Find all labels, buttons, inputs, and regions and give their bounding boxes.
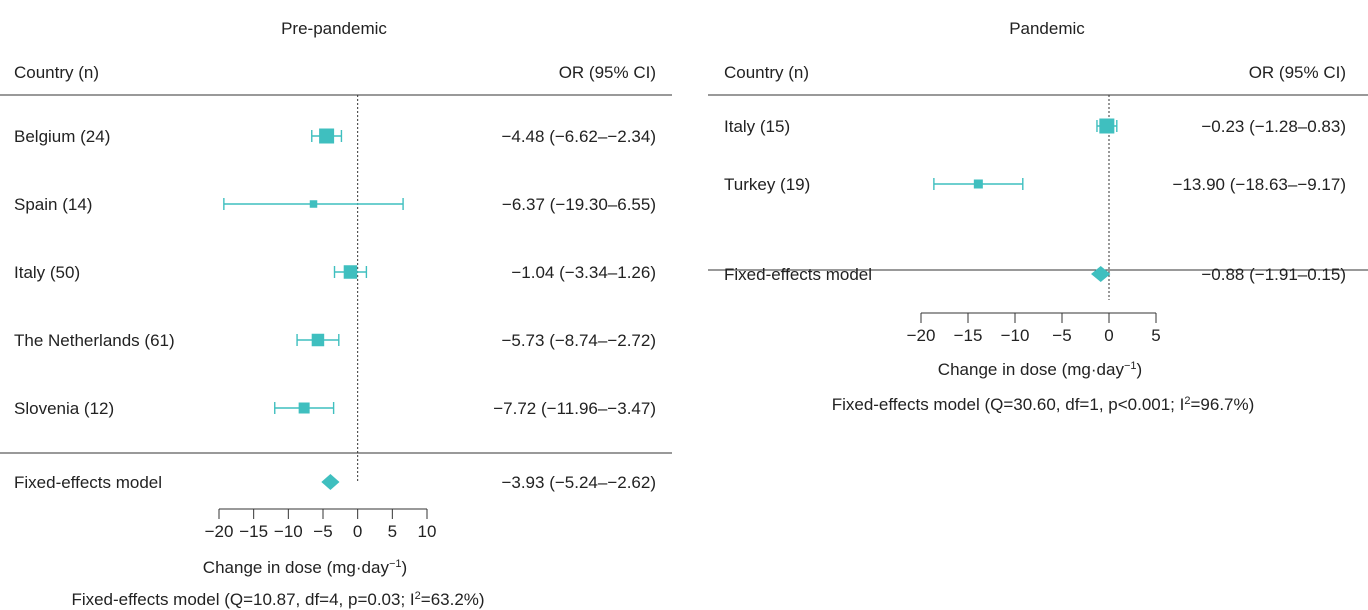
study-label: Italy (50) — [14, 263, 80, 282]
country-column-header: Country (n) — [724, 63, 809, 82]
x-axis: −20 −15 −10 −5 0 5 10 — [205, 508, 437, 541]
or-value: −1.04 (−3.34–1.26) — [511, 263, 656, 282]
x-tick-label: −15 — [239, 522, 268, 541]
x-tick-label: −15 — [954, 326, 983, 345]
heterogeneity-stats: Fixed-effects model (Q=30.60, df=1, p<0.… — [832, 395, 1255, 414]
point-estimate-square — [309, 200, 318, 208]
or-column-header: OR (95% CI) — [1249, 63, 1346, 82]
x-tick-label: −10 — [1001, 326, 1030, 345]
study-label: Spain (14) — [14, 195, 92, 214]
study-label: Slovenia (12) — [14, 399, 114, 418]
model-or-value: −0.88 (−1.91–0.15) — [1201, 265, 1346, 284]
x-tick-label: −20 — [907, 326, 936, 345]
or-value: −6.37 (−19.30–6.55) — [502, 195, 656, 214]
x-tick-label: −5 — [1052, 326, 1071, 345]
model-diamond — [321, 474, 340, 490]
x-tick-label: 0 — [1104, 326, 1113, 345]
point-estimate-square — [1099, 118, 1115, 134]
x-tick-label: 5 — [388, 522, 397, 541]
or-value: −4.48 (−6.62–−2.34) — [501, 127, 656, 146]
x-tick-label: 5 — [1151, 326, 1160, 345]
x-tick-label: −20 — [205, 522, 234, 541]
point-estimate-square — [343, 265, 358, 279]
or-value: −5.73 (−8.74–−2.72) — [501, 331, 656, 350]
point-estimate-square — [319, 128, 335, 144]
study-label: Italy (15) — [724, 117, 790, 136]
point-estimate-square — [973, 179, 983, 189]
x-tick-label: 0 — [353, 522, 362, 541]
study-label: Belgium (24) — [14, 127, 110, 146]
study-label: The Netherlands (61) — [14, 331, 175, 350]
pre-pandemic-panel: Pre-pandemic Country (n) OR (95% CI) Bel… — [0, 19, 672, 609]
x-axis-label: Change in dose (mg·day−1) — [203, 558, 407, 577]
model-label: Fixed-effects model — [724, 265, 872, 284]
x-tick-label: −5 — [313, 522, 332, 541]
or-value: −13.90 (−18.63–−9.17) — [1173, 175, 1346, 194]
point-estimate-square — [298, 402, 310, 414]
model-label: Fixed-effects model — [14, 473, 162, 492]
model-or-value: −3.93 (−5.24–−2.62) — [501, 473, 656, 492]
pandemic-panel: Pandemic Country (n) OR (95% CI) Italy (… — [708, 19, 1368, 414]
study-rows: Belgium (24) −4.48 (−6.62–−2.34) Spain (14… — [14, 95, 656, 492]
point-estimate-square — [311, 333, 325, 347]
x-axis: −20 −15 −10 −5 0 5 — [907, 312, 1161, 345]
panel-title: Pre-pandemic — [281, 19, 387, 38]
study-rows: Italy (15) −0.23 (−1.28–0.83) Turkey (19) −… — [724, 95, 1346, 300]
or-value: −0.23 (−1.28–0.83) — [1201, 117, 1346, 136]
x-tick-label: 10 — [418, 522, 437, 541]
heterogeneity-stats: Fixed-effects model (Q=10.87, df=4, p=0.… — [71, 590, 484, 609]
or-column-header: OR (95% CI) — [559, 63, 656, 82]
model-diamond — [1091, 266, 1111, 282]
x-tick-label: −10 — [274, 522, 303, 541]
or-value: −7.72 (−11.96–−3.47) — [493, 399, 656, 418]
x-axis-label: Change in dose (mg·day−1) — [938, 360, 1142, 379]
panel-title: Pandemic — [1009, 19, 1085, 38]
country-column-header: Country (n) — [14, 63, 99, 82]
study-label: Turkey (19) — [724, 175, 810, 194]
